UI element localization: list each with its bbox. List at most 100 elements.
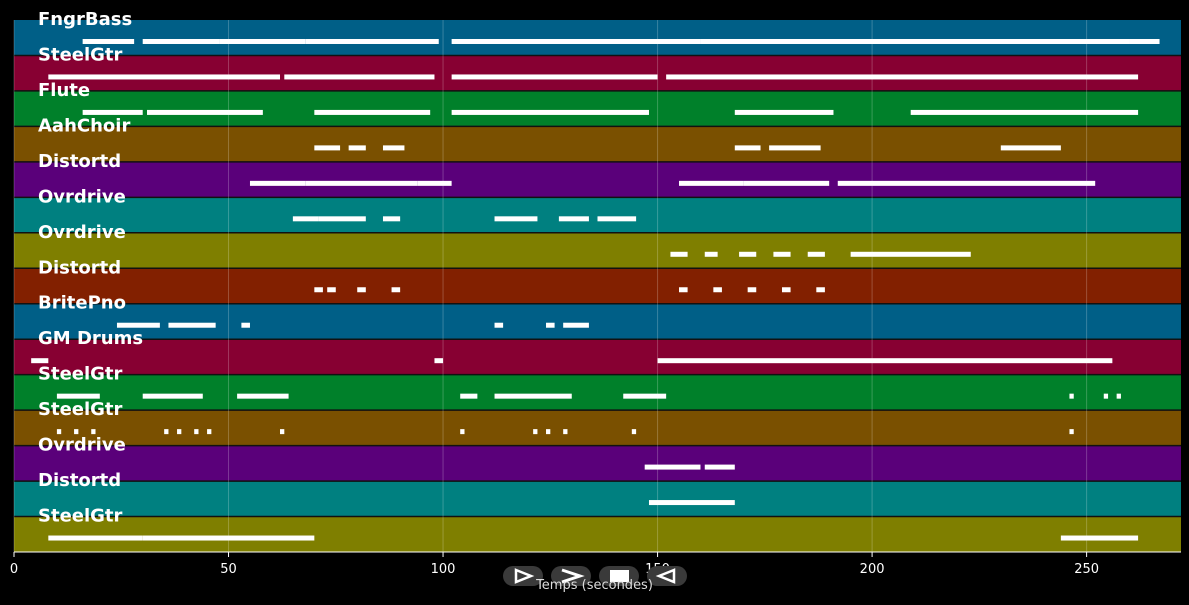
note-segment (1069, 429, 1074, 435)
note-segment (713, 287, 722, 293)
note-segment (734, 145, 761, 151)
note-segment (142, 38, 220, 44)
note-segment (314, 145, 341, 151)
note-segment (48, 74, 281, 80)
track-band (14, 410, 1181, 446)
stop-icon (610, 570, 629, 582)
note-segment (249, 180, 306, 186)
note-segment (1103, 393, 1109, 399)
note-segment (314, 109, 431, 115)
track-label: SteelGtr (38, 506, 123, 527)
note-segment (781, 287, 791, 293)
x-axis-label: Temps (secondes) (536, 578, 653, 593)
note-segment (644, 464, 701, 470)
x-tick-label: 50 (220, 562, 237, 577)
track-band (14, 161, 1181, 198)
track-band (14, 339, 1181, 375)
note-segment (142, 535, 315, 541)
note-segment (382, 145, 405, 151)
note-segment (533, 429, 538, 435)
note-segment (91, 429, 96, 435)
next-icon (561, 568, 585, 584)
track-label: Distortd (38, 257, 121, 278)
note-segment (1116, 393, 1121, 399)
note-segment (679, 287, 688, 293)
note-segment (743, 180, 830, 186)
note-segment (910, 109, 1139, 115)
note-segment (558, 216, 589, 222)
note-segment (631, 429, 637, 435)
note-segment (194, 429, 199, 435)
note-segment (679, 180, 744, 186)
note-segment (563, 322, 589, 328)
track-band (14, 481, 1181, 517)
note-segment (494, 393, 572, 399)
track-band (14, 232, 1181, 269)
note-segment (451, 74, 658, 80)
x-tick-label: 200 (860, 562, 885, 577)
note-segment (1129, 38, 1160, 44)
note-segment (1060, 535, 1139, 541)
note-segment (164, 429, 169, 435)
track-label: Ovrdrive (38, 435, 126, 456)
x-tick-label: 100 (431, 562, 456, 577)
note-segment (327, 287, 336, 293)
note-segment (314, 287, 323, 293)
note-segment (670, 251, 688, 257)
note-segment (850, 251, 971, 257)
note-segment (142, 393, 203, 399)
track-label: GM Drums (38, 328, 143, 349)
track-label: Ovrdrive (38, 222, 126, 243)
note-segment (666, 74, 1139, 80)
track-band (14, 303, 1181, 340)
play-forward-button[interactable] (503, 566, 543, 586)
track-band (14, 374, 1181, 411)
note-segment (219, 38, 306, 44)
track-band (14, 516, 1181, 552)
note-segment (460, 429, 465, 435)
track-band (14, 197, 1181, 233)
note-segment (816, 287, 825, 293)
note-segment (734, 109, 834, 115)
note-segment (807, 251, 825, 257)
note-segment (657, 358, 1113, 364)
note-segment (546, 322, 555, 328)
note-segment (704, 251, 718, 257)
note-segment (116, 322, 160, 328)
note-segment (280, 429, 285, 435)
note-segment (451, 38, 701, 44)
note-segment (769, 145, 821, 151)
note-segment (318, 216, 366, 222)
note-segment (1000, 145, 1061, 151)
play-backward-button[interactable] (647, 566, 687, 586)
note-segment (434, 358, 444, 364)
track-label: SteelGtr (38, 399, 123, 420)
track-label: Flute (38, 80, 90, 101)
track-label: SteelGtr (38, 364, 123, 385)
note-segment (648, 500, 735, 506)
note-segment (31, 358, 49, 364)
track-band (14, 90, 1181, 127)
note-segment (82, 38, 135, 44)
track-label: BritePno (38, 293, 126, 314)
note-segment (391, 287, 401, 293)
note-segment (147, 109, 263, 115)
note-segment (74, 429, 79, 435)
x-tick-label: 250 (1074, 562, 1099, 577)
track-label: SteelGtr (38, 44, 123, 65)
note-segment (623, 393, 667, 399)
play-forward-icon (514, 568, 535, 584)
track-label: FngrBass (38, 9, 132, 30)
note-segment (82, 109, 143, 115)
note-segment (700, 38, 1130, 44)
note-segment (56, 429, 62, 435)
note-segment (382, 216, 401, 222)
note-segment (207, 429, 212, 435)
stop-button[interactable] (599, 566, 639, 586)
note-segment (747, 287, 757, 293)
play-backward-icon (655, 568, 676, 584)
note-segment (48, 535, 143, 541)
next-button[interactable] (551, 566, 591, 586)
note-segment (292, 216, 319, 222)
note-segment (597, 216, 637, 222)
